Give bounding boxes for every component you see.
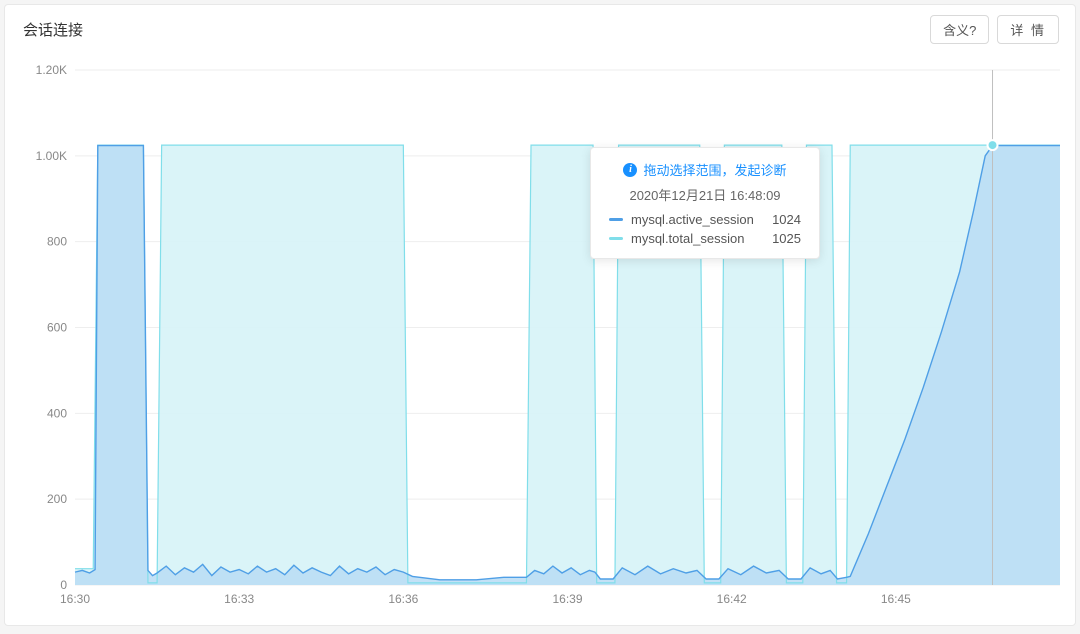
meaning-button[interactable]: 含义? bbox=[930, 15, 989, 44]
svg-text:0: 0 bbox=[60, 578, 67, 592]
panel-actions: 含义? 详 情 bbox=[930, 15, 1059, 44]
series-swatch bbox=[609, 218, 623, 221]
svg-text:16:39: 16:39 bbox=[552, 592, 582, 606]
chart-area[interactable]: 0 200 400 600 800 1.00K 1.20K 16:30 16:33 16:36 16… bbox=[15, 55, 1065, 615]
svg-text:1.00K: 1.00K bbox=[36, 149, 67, 163]
svg-text:800: 800 bbox=[47, 235, 67, 249]
svg-text:400: 400 bbox=[47, 406, 67, 420]
info-icon: i bbox=[623, 163, 637, 177]
line-area-chart[interactable]: 0 200 400 600 800 1.00K 1.20K 16:30 16:33 16:36 16… bbox=[15, 55, 1067, 615]
tooltip-row: mysql.active_session 1024 bbox=[609, 212, 801, 227]
svg-text:16:36: 16:36 bbox=[388, 592, 418, 606]
series-value: 1025 bbox=[772, 231, 801, 246]
svg-text:16:33: 16:33 bbox=[224, 592, 254, 606]
series-value: 1024 bbox=[772, 212, 801, 227]
tooltip-row: mysql.total_session 1025 bbox=[609, 231, 801, 246]
svg-text:16:45: 16:45 bbox=[881, 592, 911, 606]
series-label: mysql.total_session bbox=[631, 231, 744, 246]
panel-title: 会话连接 bbox=[23, 19, 83, 40]
detail-button[interactable]: 详 情 bbox=[997, 15, 1059, 44]
chart-tooltip: i 拖动选择范围，发起诊断 2020年12月21日 16:48:09 mysql… bbox=[590, 147, 820, 259]
panel-header: 会话连接 含义? 详 情 bbox=[5, 5, 1075, 50]
svg-text:1.20K: 1.20K bbox=[36, 63, 67, 77]
series-label: mysql.active_session bbox=[631, 212, 754, 227]
tooltip-hint: i 拖动选择范围，发起诊断 bbox=[609, 160, 801, 179]
tooltip-timestamp: 2020年12月21日 16:48:09 bbox=[609, 185, 801, 204]
svg-text:200: 200 bbox=[47, 492, 67, 506]
series-swatch bbox=[609, 237, 623, 240]
svg-text:600: 600 bbox=[47, 321, 67, 335]
svg-text:16:42: 16:42 bbox=[717, 592, 747, 606]
chart-panel: 会话连接 含义? 详 情 0 200 400 600 800 1.00K 1.20K 16:3… bbox=[4, 4, 1076, 626]
tooltip-hint-text: 拖动选择范围，发起诊断 bbox=[643, 160, 786, 179]
svg-text:16:30: 16:30 bbox=[60, 592, 90, 606]
